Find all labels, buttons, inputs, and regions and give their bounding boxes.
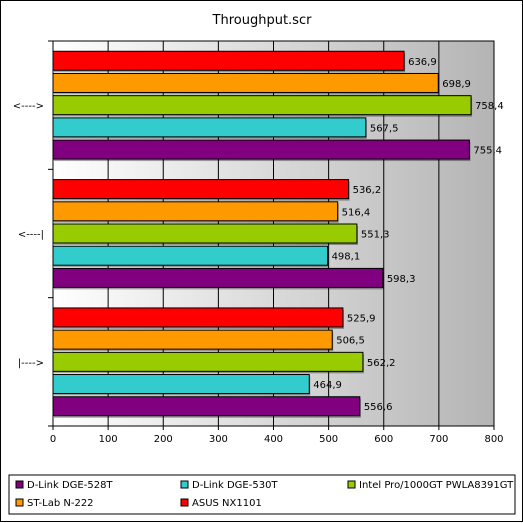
chart-title: Throughput.scr: [212, 13, 313, 28]
x-tick-label: 800: [484, 434, 503, 445]
legend-entry: D-Link DGE-528T: [27, 480, 113, 491]
data-label: 556,6: [364, 402, 393, 413]
bar: [52, 95, 472, 116]
legend-swatch: [180, 498, 189, 507]
x-tick-label: 300: [209, 434, 228, 445]
category-label: |---->: [18, 358, 44, 369]
data-label: 464,9: [313, 380, 342, 391]
legend-entry: ASUS NX1101: [192, 498, 262, 509]
bar: [52, 329, 333, 350]
bar: [52, 396, 361, 417]
legend-entry: Intel Pro/1000GT PWLA8391GT: [359, 480, 514, 491]
legend-box: [8, 474, 516, 515]
legend-entry: ST-Lab N-222: [27, 498, 94, 509]
data-label: 698,9: [442, 79, 471, 90]
data-label: 598,3: [387, 274, 416, 285]
bar: [52, 179, 350, 200]
bar: [52, 117, 367, 138]
bar: [52, 245, 329, 266]
x-tick-label: 0: [50, 434, 56, 445]
category-label: <---->: [13, 101, 44, 112]
x-tick-label: 700: [429, 434, 448, 445]
legend-swatch: [15, 480, 24, 489]
data-label: 755,4: [473, 146, 502, 157]
data-label: 758,4: [475, 101, 504, 112]
legend-swatch: [347, 480, 356, 489]
bar: [52, 139, 470, 160]
data-label: 536,2: [353, 185, 382, 196]
x-tick-label: 200: [154, 434, 173, 445]
plot-area: 0 100 200 300 400 500 600 700 800 <----> 636,9 698,…: [13, 40, 504, 445]
data-label: 562,2: [367, 358, 396, 369]
bar: [52, 223, 358, 244]
data-label: 498,1: [332, 252, 361, 263]
x-tick-label: 500: [319, 434, 338, 445]
legend: D-Link DGE-528T D-Link DGE-530T Intel Pro/…: [8, 474, 516, 515]
bar: [52, 201, 339, 222]
data-label: 525,9: [347, 313, 376, 324]
data-label: 516,4: [342, 207, 371, 218]
category-label: <----|: [18, 230, 44, 241]
x-tick-label: 100: [99, 434, 118, 445]
bar: [52, 50, 405, 71]
bar: [52, 72, 439, 93]
bar: [52, 374, 310, 395]
bar: [52, 307, 344, 328]
data-label: 636,9: [408, 57, 437, 68]
data-label: 567,5: [370, 123, 399, 134]
legend-swatch: [15, 498, 24, 507]
bar: [52, 267, 384, 288]
legend-swatch: [180, 480, 189, 489]
data-label: 506,5: [336, 336, 365, 347]
bar: [52, 351, 364, 372]
x-tick-label: 600: [374, 434, 393, 445]
x-tick-label: 400: [264, 434, 283, 445]
data-label: 551,3: [361, 230, 390, 241]
legend-entry: D-Link DGE-530T: [192, 480, 278, 491]
